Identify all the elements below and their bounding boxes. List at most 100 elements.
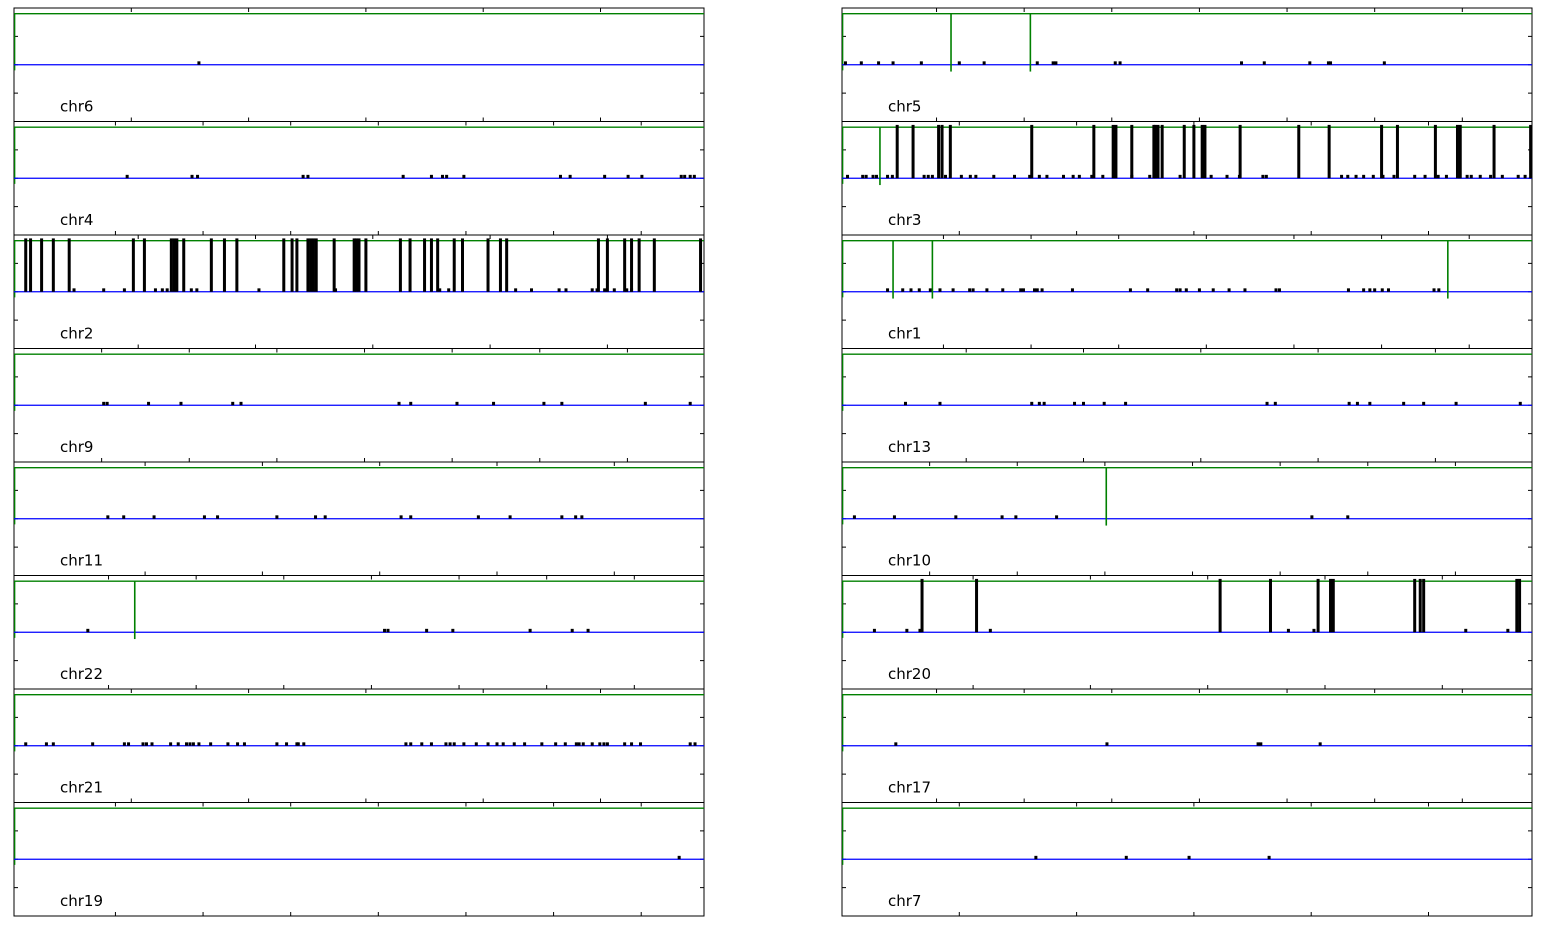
small-mark: [1256, 742, 1260, 746]
small-mark: [1500, 174, 1504, 179]
panel-chr17: chr17: [841, 688, 1533, 803]
panel-chr6: chr6: [13, 7, 705, 122]
tall-mark: [1492, 124, 1496, 179]
small-mark: [542, 401, 546, 406]
small-mark: [165, 288, 169, 292]
tall-mark: [1160, 124, 1164, 179]
frame-line: [14, 694, 704, 752]
small-mark: [1035, 288, 1039, 292]
small-mark: [1489, 174, 1493, 179]
small-mark: [1102, 401, 1106, 406]
small-mark: [1021, 288, 1025, 292]
small-mark: [476, 515, 480, 519]
frame-line: [14, 126, 704, 184]
tall-mark: [1111, 124, 1115, 179]
small-mark: [122, 515, 126, 519]
tall-mark: [1329, 578, 1333, 633]
small-mark: [957, 61, 961, 65]
small-mark: [1187, 855, 1191, 860]
small-mark: [202, 515, 206, 519]
tall-mark: [1518, 578, 1522, 633]
small-mark: [176, 742, 180, 746]
small-mark: [1070, 288, 1074, 292]
tall-mark: [498, 238, 502, 292]
small-mark: [191, 742, 195, 746]
small-mark: [429, 742, 433, 746]
small-mark: [1308, 61, 1312, 65]
small-mark: [1355, 401, 1359, 406]
tall-mark: [461, 238, 464, 292]
frame-line: [842, 580, 1532, 638]
small-mark: [944, 174, 947, 179]
small-mark: [974, 174, 978, 179]
small-mark: [127, 742, 131, 746]
small-mark: [1423, 174, 1427, 179]
small-mark: [988, 628, 992, 633]
panel-chr10: chr10: [841, 461, 1533, 576]
small-mark: [688, 174, 692, 179]
small-mark: [1437, 288, 1441, 292]
small-mark: [626, 174, 630, 179]
small-mark: [399, 515, 403, 519]
small-mark: [1034, 855, 1038, 860]
small-mark: [590, 742, 594, 746]
small-mark: [909, 288, 913, 292]
tall-mark: [142, 238, 146, 292]
small-mark: [859, 61, 863, 65]
small-mark: [1071, 174, 1075, 179]
chromosome-label: chr17: [888, 779, 931, 797]
small-mark: [1329, 61, 1333, 65]
small-mark: [563, 742, 567, 746]
small-mark: [570, 628, 574, 633]
small-mark: [679, 174, 683, 179]
panel-chr3: chr3: [841, 121, 1533, 236]
tall-mark: [1458, 124, 1462, 179]
chromosome-label: chr10: [888, 552, 931, 570]
small-mark: [892, 515, 896, 519]
small-mark: [886, 288, 890, 292]
small-mark: [1277, 288, 1281, 292]
chromosome-label: chr4: [60, 211, 93, 229]
small-mark: [692, 174, 696, 179]
tall-mark: [1413, 578, 1417, 633]
small-mark: [1037, 401, 1041, 406]
tall-mark: [1203, 124, 1207, 179]
small-mark: [257, 288, 261, 292]
small-mark: [147, 401, 151, 406]
small-mark: [409, 515, 413, 519]
small-mark: [72, 288, 76, 292]
small-mark: [1264, 174, 1268, 179]
small-mark: [1432, 288, 1436, 292]
small-mark: [444, 742, 448, 746]
tall-mark: [357, 238, 361, 292]
small-mark: [91, 742, 95, 746]
small-mark: [106, 515, 110, 519]
chromosome-label: chr3: [888, 211, 921, 229]
frame-line: [842, 126, 1532, 184]
small-mark: [590, 288, 594, 292]
tall-mark: [1200, 124, 1204, 179]
small-mark: [861, 174, 865, 179]
tall-mark: [1529, 124, 1533, 179]
tall-mark: [290, 238, 294, 292]
frame-line: [14, 240, 704, 298]
small-mark: [1225, 174, 1229, 179]
small-mark: [1262, 61, 1266, 65]
small-mark: [1368, 401, 1372, 406]
small-mark: [1175, 288, 1179, 292]
small-mark: [1465, 174, 1469, 179]
small-mark: [1340, 174, 1344, 179]
tall-mark: [423, 238, 427, 292]
small-mark: [492, 401, 496, 406]
small-mark: [1019, 288, 1023, 292]
small-mark: [688, 742, 692, 746]
small-mark: [152, 515, 156, 519]
tall-mark: [235, 238, 239, 292]
tall-mark: [354, 238, 358, 292]
small-mark: [1516, 174, 1520, 179]
tall-mark: [1130, 124, 1134, 179]
frame-line: [14, 580, 704, 638]
small-mark: [558, 174, 562, 179]
chromosome-label: chr1: [888, 325, 921, 343]
small-mark: [420, 742, 424, 746]
